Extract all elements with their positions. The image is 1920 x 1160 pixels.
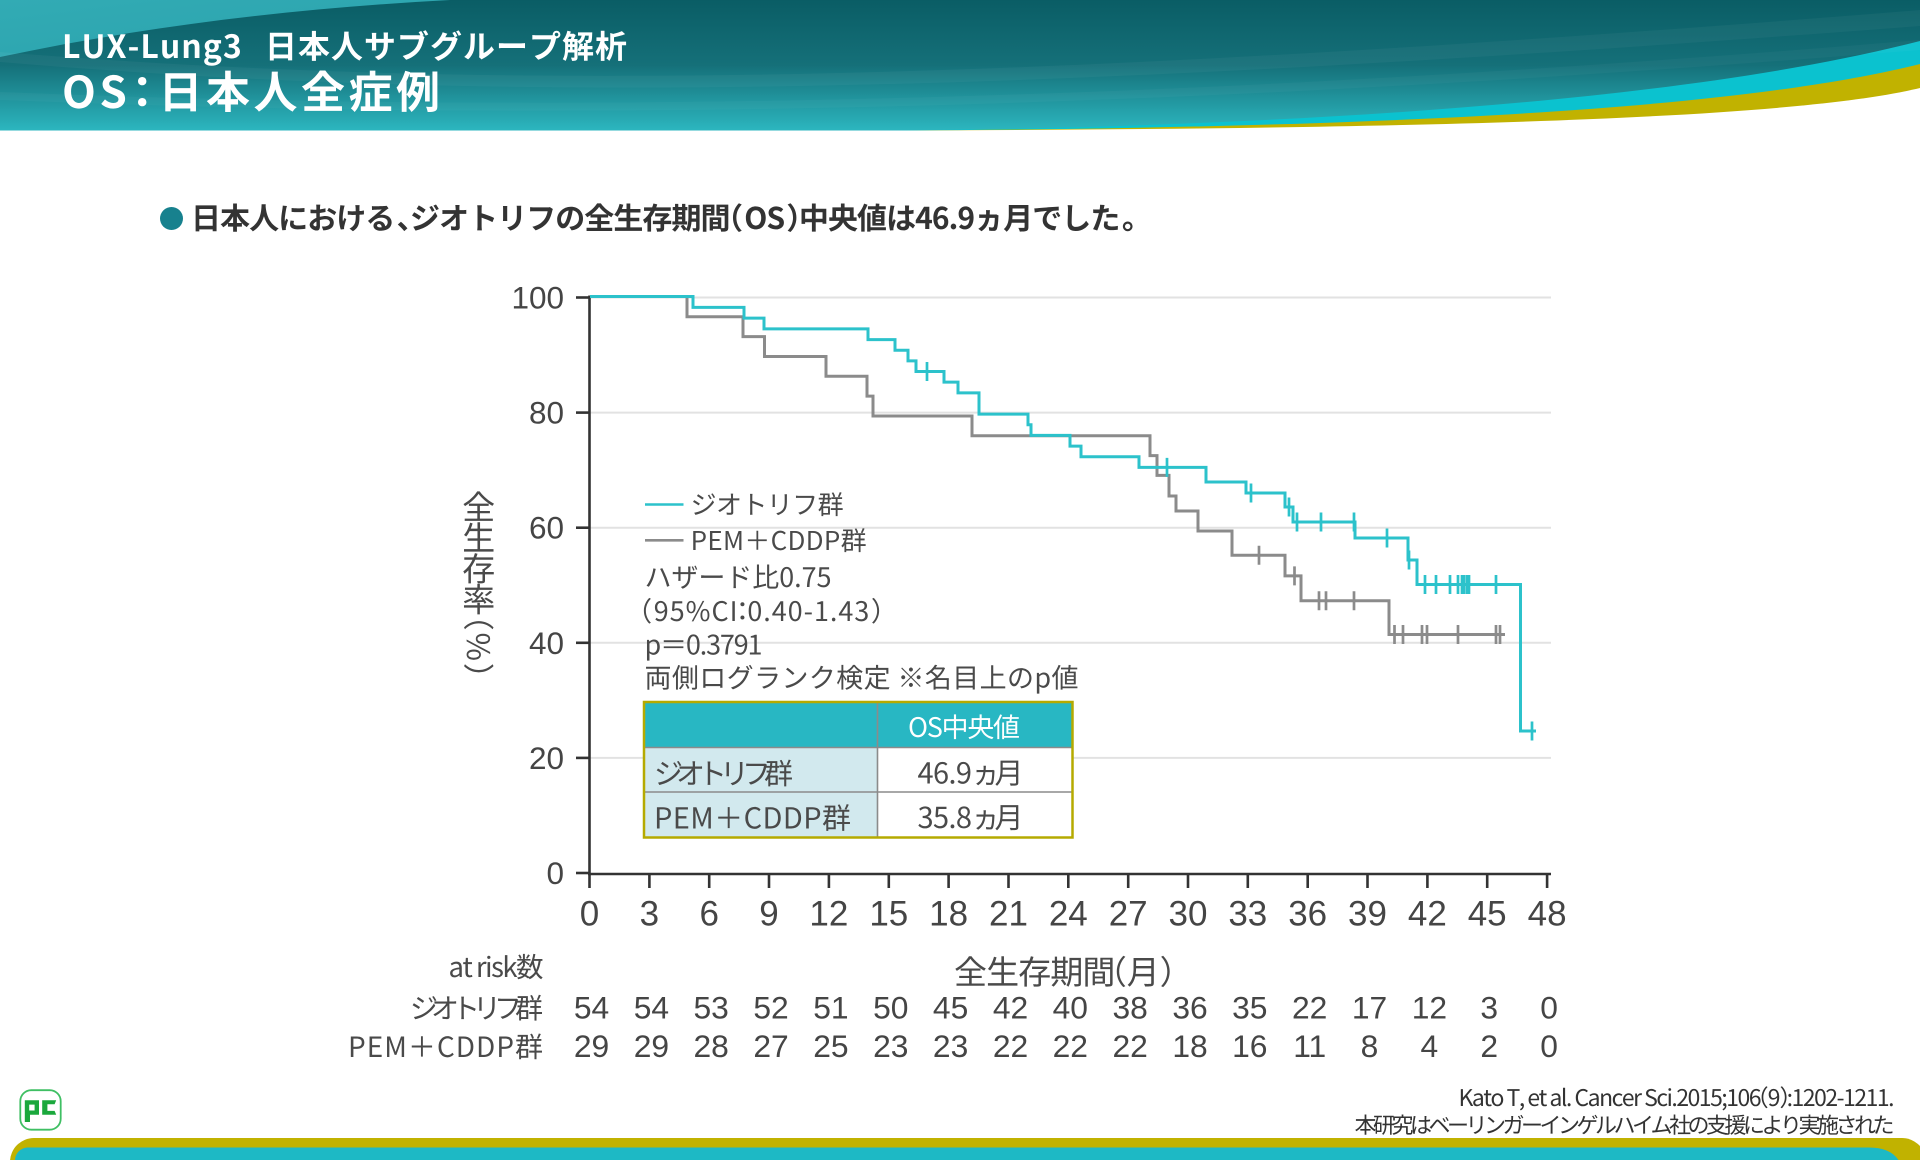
svg-text:27: 27	[753, 1028, 788, 1064]
svg-text:48: 48	[1528, 895, 1567, 934]
svg-text:4: 4	[1421, 1028, 1439, 1064]
svg-text:11: 11	[1293, 1028, 1326, 1064]
svg-text:22: 22	[1053, 1028, 1088, 1064]
svg-text:0: 0	[580, 895, 599, 934]
svg-text:80: 80	[529, 395, 564, 431]
svg-text:38: 38	[1113, 989, 1148, 1025]
svg-text:30: 30	[1169, 895, 1208, 934]
svg-text:3: 3	[640, 895, 659, 934]
svg-text:15: 15	[869, 895, 908, 934]
svg-text:23: 23	[873, 1028, 908, 1064]
svg-text:21: 21	[989, 895, 1028, 934]
svg-text:36: 36	[1288, 895, 1327, 934]
svg-text:23: 23	[933, 1028, 968, 1064]
svg-text:0: 0	[546, 855, 564, 891]
svg-text:54: 54	[634, 989, 669, 1025]
svg-text:29: 29	[634, 1028, 669, 1064]
svg-text:20: 20	[529, 740, 564, 776]
svg-text:42: 42	[1408, 895, 1447, 934]
svg-text:45: 45	[933, 989, 968, 1025]
svg-text:17: 17	[1352, 989, 1387, 1025]
svg-text:35: 35	[1232, 989, 1267, 1025]
svg-text:60: 60	[529, 510, 564, 546]
svg-text:25: 25	[813, 1028, 848, 1064]
svg-text:52: 52	[753, 989, 788, 1025]
svg-text:18: 18	[929, 895, 968, 934]
svg-text:36: 36	[1172, 989, 1207, 1025]
svg-text:22: 22	[1113, 1028, 1148, 1064]
svg-text:29: 29	[574, 1028, 609, 1064]
svg-text:6: 6	[699, 895, 718, 934]
svg-text:0: 0	[1540, 1028, 1558, 1064]
svg-text:0: 0	[1540, 989, 1558, 1025]
svg-text:9: 9	[759, 895, 778, 934]
svg-text:3: 3	[1480, 989, 1498, 1025]
svg-text:40: 40	[529, 625, 564, 661]
svg-text:16: 16	[1232, 1028, 1267, 1064]
svg-text:50: 50	[873, 989, 908, 1025]
svg-text:51: 51	[813, 989, 848, 1025]
svg-text:2: 2	[1480, 1028, 1498, 1064]
svg-text:22: 22	[1292, 989, 1327, 1025]
svg-text:39: 39	[1348, 895, 1387, 934]
svg-text:24: 24	[1049, 895, 1088, 934]
svg-text:100: 100	[511, 280, 564, 316]
svg-text:27: 27	[1109, 895, 1148, 934]
svg-text:40: 40	[1053, 989, 1088, 1025]
svg-text:8: 8	[1361, 1028, 1379, 1064]
svg-text:45: 45	[1468, 895, 1507, 934]
svg-text:28: 28	[694, 1028, 729, 1064]
svg-text:22: 22	[993, 1028, 1028, 1064]
svg-text:12: 12	[1412, 989, 1447, 1025]
svg-text:12: 12	[809, 895, 848, 934]
svg-text:42: 42	[993, 989, 1028, 1025]
svg-text:33: 33	[1228, 895, 1267, 934]
svg-text:53: 53	[694, 989, 729, 1025]
svg-text:18: 18	[1172, 1028, 1207, 1064]
svg-text:54: 54	[574, 989, 609, 1025]
